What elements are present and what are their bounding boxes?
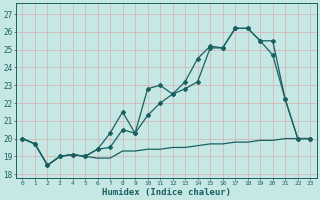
X-axis label: Humidex (Indice chaleur): Humidex (Indice chaleur)	[102, 188, 231, 197]
